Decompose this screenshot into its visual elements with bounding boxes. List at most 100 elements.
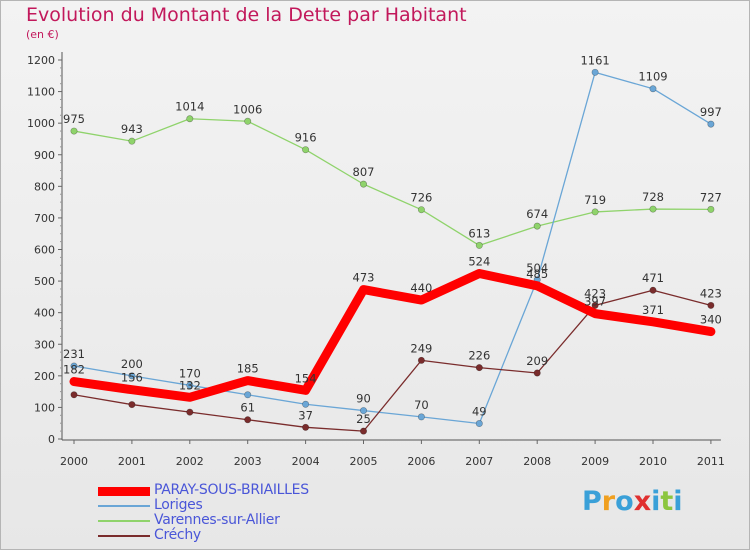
legend-swatch <box>98 505 150 507</box>
chart-subtitle: (en €) <box>26 28 59 41</box>
series-point <box>591 68 599 76</box>
series-point <box>302 423 310 431</box>
data-label: 916 <box>295 131 317 145</box>
x-tick-label: 2004 <box>292 455 320 468</box>
data-label: 156 <box>121 371 143 385</box>
series-point <box>649 286 657 294</box>
y-tick-label: 400 <box>34 307 55 320</box>
series-point <box>359 407 367 415</box>
series-point <box>70 127 78 135</box>
data-label: 37 <box>298 408 313 422</box>
logo-letter: x <box>633 486 652 517</box>
y-tick-label: 800 <box>34 180 55 193</box>
legend-swatch <box>98 535 150 537</box>
x-tick-label: 2006 <box>407 455 435 468</box>
data-label: 182 <box>63 363 85 377</box>
y-tick-label: 200 <box>34 370 55 383</box>
data-label: 485 <box>526 267 548 281</box>
y-tick-label: 700 <box>34 212 55 225</box>
data-label: 440 <box>410 281 432 295</box>
series-point <box>186 381 194 389</box>
x-tick-label: 2003 <box>234 455 262 468</box>
data-label: 1109 <box>638 70 667 84</box>
series-point <box>128 137 136 145</box>
data-label: 226 <box>468 349 490 363</box>
data-label: 185 <box>237 362 259 376</box>
y-tick-label: 0 <box>48 433 55 446</box>
y-tick-label: 100 <box>34 401 55 414</box>
data-label: 1006 <box>233 102 262 116</box>
series-point <box>649 85 657 93</box>
series-point <box>128 401 136 409</box>
series-point <box>417 206 425 214</box>
logo-letter: i <box>673 486 683 517</box>
logo-letter: P <box>582 486 602 517</box>
series-point <box>302 146 310 154</box>
logo-letter: i <box>651 486 661 517</box>
data-label: 200 <box>121 357 143 371</box>
series-point <box>186 115 194 123</box>
series-point <box>359 427 367 435</box>
series-point <box>475 241 483 249</box>
y-tick-label: 900 <box>34 149 55 162</box>
data-label: 25 <box>356 412 371 426</box>
data-label: 997 <box>700 105 722 119</box>
data-label: 340 <box>700 313 722 327</box>
y-tick-label: 1200 <box>27 54 55 67</box>
data-label: 728 <box>642 190 664 204</box>
x-tick-label: 2009 <box>581 455 609 468</box>
data-label: 154 <box>295 371 317 385</box>
series-point <box>707 301 715 309</box>
series-point <box>707 120 715 128</box>
data-label: 807 <box>353 165 375 179</box>
data-label: 90 <box>356 392 371 406</box>
legend-swatch <box>98 486 150 496</box>
series-point <box>186 408 194 416</box>
series-point <box>128 372 136 380</box>
legend-label: Loriges <box>154 497 203 513</box>
x-tick-label: 2011 <box>697 455 725 468</box>
series-point <box>707 205 715 213</box>
series-line <box>69 269 716 402</box>
y-tick-label: 300 <box>34 338 55 351</box>
x-tick-label: 2001 <box>118 455 146 468</box>
series-point <box>533 369 541 377</box>
data-label: 231 <box>63 347 85 361</box>
y-tick-label: 1000 <box>27 117 55 130</box>
x-tick-label: 2007 <box>465 455 493 468</box>
logo-letter: o <box>615 486 634 517</box>
data-label: 423 <box>700 286 722 300</box>
series-point <box>591 208 599 216</box>
series-point <box>302 400 310 408</box>
data-label: 49 <box>472 405 487 419</box>
logo-letter: r <box>601 486 616 517</box>
data-label: 249 <box>410 341 432 355</box>
x-tick-label: 2000 <box>60 455 88 468</box>
data-label: 719 <box>584 193 606 207</box>
proxiti-logo: Proxiti <box>582 486 683 517</box>
series-point <box>533 222 541 230</box>
legend-label: Varennes-sur-Allier <box>154 512 280 528</box>
series-point <box>591 301 599 309</box>
data-label: 423 <box>584 286 606 300</box>
data-label: 1014 <box>175 100 204 114</box>
data-label: 471 <box>642 271 664 285</box>
data-label: 371 <box>642 303 664 317</box>
data-label: 209 <box>526 354 548 368</box>
y-tick-label: 500 <box>34 275 55 288</box>
series-point <box>417 356 425 364</box>
data-label: 61 <box>240 401 255 415</box>
x-tick-label: 2002 <box>176 455 204 468</box>
series-point <box>417 413 425 421</box>
chart-title: Evolution du Montant de la Dette par Hab… <box>26 4 467 26</box>
y-tick-label: 600 <box>34 244 55 257</box>
series-point <box>359 180 367 188</box>
legend-swatch <box>98 520 150 522</box>
series-line <box>73 71 712 425</box>
data-label: 132 <box>179 378 201 392</box>
data-label: 727 <box>700 190 722 204</box>
series-line <box>73 118 712 247</box>
data-label: 70 <box>414 398 429 412</box>
